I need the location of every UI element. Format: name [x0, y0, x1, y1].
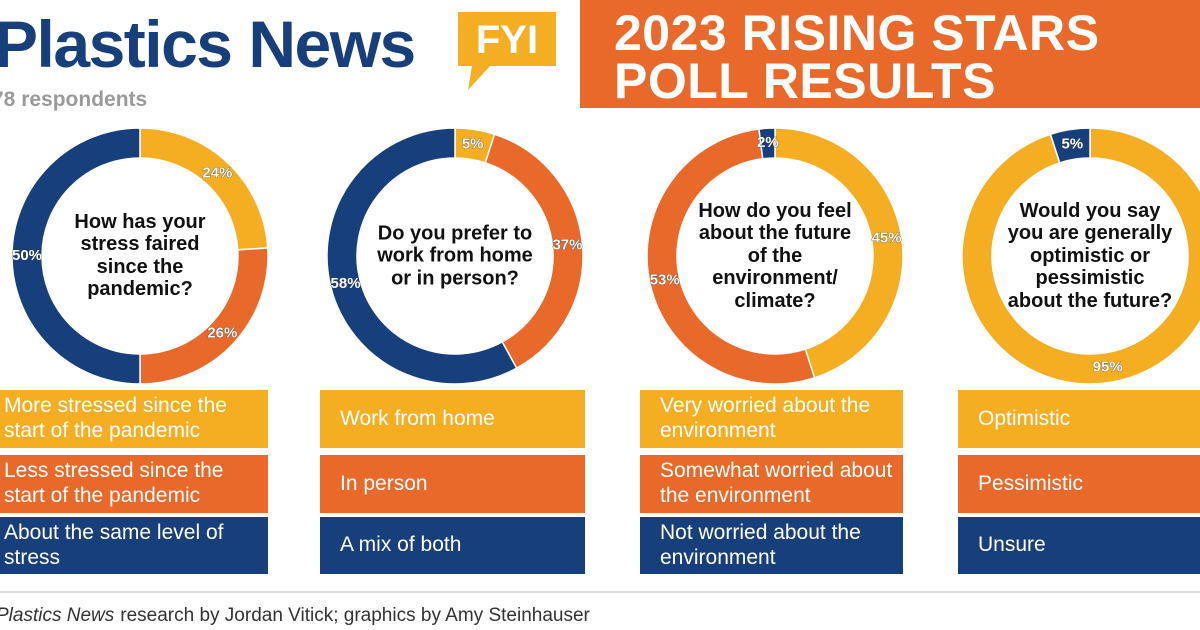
badge-bubble: [458, 12, 556, 90]
legend-box: About the same level of stress: [0, 517, 268, 574]
legend-box: Less stressed since the start of the pan…: [0, 455, 268, 513]
legend-box: More stressed since the start of the pan…: [0, 390, 268, 448]
footer: Plastics News research by Jordan Vitick; …: [0, 605, 590, 627]
legend-box: Not worried about the environment: [640, 517, 903, 574]
value-label: 26%: [207, 324, 237, 341]
value-label: 95%: [1093, 359, 1123, 376]
legend-box: Unsure: [958, 517, 1200, 574]
value-label: 2%: [757, 134, 779, 151]
question: Would you say you are generally optimist…: [1007, 200, 1173, 312]
headline: 2023 RISING STARS: [614, 5, 1100, 61]
legend-box: Work from home: [320, 390, 585, 448]
value-label: 5%: [1061, 135, 1083, 152]
donut-slice: [961, 127, 1200, 385]
donut-slice: [646, 128, 816, 385]
legend-box: Optimistic: [958, 390, 1200, 448]
question: How do you feel about the future of the …: [698, 200, 852, 312]
legend-box: Pessimistic: [958, 455, 1200, 513]
value-label: 58%: [331, 275, 361, 292]
brand: Plastics News: [0, 7, 416, 81]
value-label: 5%: [462, 135, 484, 152]
question: How has your stress faired since the pan…: [74, 211, 206, 301]
donut-slice: [1049, 127, 1091, 164]
headline-box: 2023 RISING STARS POLL RESULTS: [580, 0, 1200, 109]
respondents: 78 respondents: [0, 88, 148, 111]
footer-source: Plastics News: [0, 605, 115, 626]
donut-slice: [758, 127, 776, 160]
donut-slice: [11, 127, 141, 385]
value-label: 24%: [202, 165, 232, 182]
value-label: 37%: [552, 236, 582, 253]
footer-credit: research by Jordan Vitick; graphics by A…: [120, 605, 590, 626]
question: Do you prefer to work from home or in pe…: [377, 222, 533, 290]
value-label: 53%: [650, 272, 680, 289]
value-label: 45%: [872, 229, 902, 246]
value-label: 50%: [12, 247, 42, 264]
legend-box: Very worried about the environment: [640, 390, 903, 448]
donut-slice: [326, 127, 518, 385]
donut-slice: [774, 127, 904, 379]
legend-box: A mix of both: [320, 517, 585, 574]
legend-box: In person: [320, 455, 585, 513]
badge: FYI: [476, 18, 538, 62]
legend-box: Somewhat worried about the environment: [640, 455, 903, 513]
headline: POLL RESULTS: [614, 53, 996, 109]
